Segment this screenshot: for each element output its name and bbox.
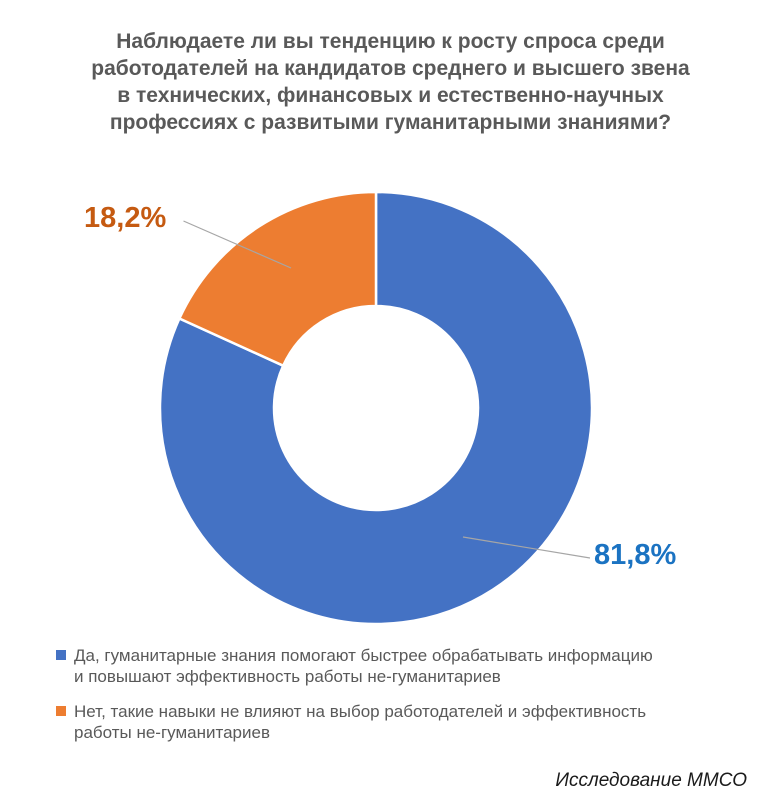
donut-slices [158,190,594,626]
legend: Да, гуманитарные знания помогают быстрее… [56,645,756,757]
leader-line-yes-segment [462,536,591,559]
slice-no [177,190,378,368]
data-label-yes-percent: 81,8% [594,539,677,571]
chart-title-line: Наблюдаете ли вы тенденцию к росту спрос… [116,30,665,53]
chart-title-line: в технических, финансовых и естественно-… [117,84,664,107]
legend-item-no-label: Нет, такие навыки не влияют на выбор раб… [74,702,647,742]
chart-title: Наблюдаете ли вы тенденцию к росту спрос… [0,28,781,136]
legend-item-no: Нет, такие навыки не влияют на выбор раб… [56,701,756,743]
slice-yes [158,190,594,626]
source-caption: Исследование ММСО [555,770,747,791]
legend-item-yes: Да, гуманитарные знания помогают быстрее… [56,645,756,687]
legend-item-yes-label: Да, гуманитарные знания помогают быстрее… [74,646,653,686]
leader-line-no-segment [183,220,292,269]
legend-marker-no-square [56,706,66,716]
legend-marker-yes-square [56,650,66,660]
chart-title-line: работодателей на кандидатов среднего и в… [91,57,690,80]
chart-title-line: профессиях с развитыми гуманитарными зна… [109,111,672,134]
data-label-no-percent: 18,2% [84,202,167,234]
